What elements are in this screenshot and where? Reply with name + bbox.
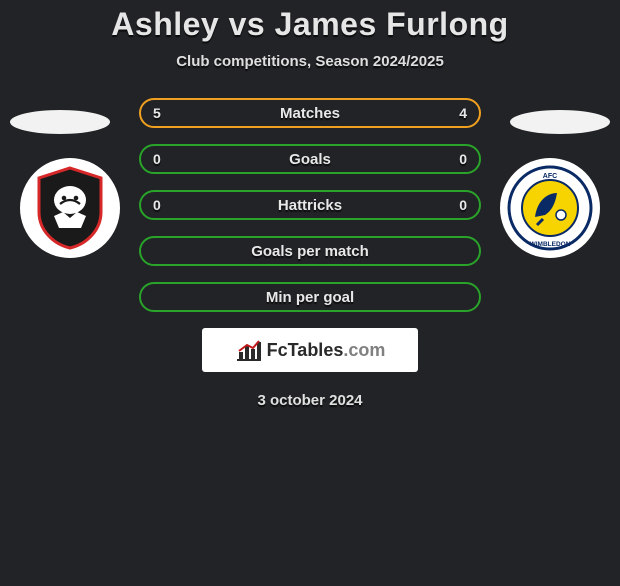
stat-label: Matches — [280, 105, 340, 122]
stat-left-value: 0 — [153, 151, 161, 167]
stat-bar-min-per-goal: Min per goal — [139, 282, 481, 312]
svg-text:AFC: AFC — [543, 173, 557, 180]
stat-left-value: 0 — [153, 197, 161, 213]
subtitle: Club competitions, Season 2024/2025 — [0, 53, 620, 70]
brand-name: FcTables — [267, 340, 344, 360]
comparison-stage: AFC WIMBLEDON 5 Matches 4 0 Goals 0 0 Ha… — [0, 98, 620, 409]
stat-bar-goals: 0 Goals 0 — [139, 144, 481, 174]
player-spot-right — [510, 110, 610, 134]
page-date: 3 october 2024 — [0, 392, 620, 409]
stat-left-value: 5 — [153, 105, 161, 121]
stat-label: Goals — [289, 151, 331, 168]
player-spot-left — [10, 110, 110, 134]
stat-bar-goals-per-match: Goals per match — [139, 236, 481, 266]
stat-label: Hattricks — [278, 197, 342, 214]
stat-right-value: 0 — [459, 197, 467, 213]
club-badge-left — [20, 158, 120, 258]
bar-chart-icon — [235, 338, 263, 362]
brand-text: FcTables.com — [267, 340, 386, 361]
afc-wimbledon-crest-icon: AFC WIMBLEDON — [507, 165, 593, 251]
stat-bar-hattricks: 0 Hattricks 0 — [139, 190, 481, 220]
stat-bars: 5 Matches 4 0 Goals 0 0 Hattricks 0 Goal… — [139, 98, 481, 312]
stat-label: Goals per match — [251, 243, 369, 260]
salford-city-crest-icon — [35, 166, 105, 250]
stat-right-value: 0 — [459, 151, 467, 167]
stat-bar-matches: 5 Matches 4 — [139, 98, 481, 128]
stat-right-value: 4 — [459, 105, 467, 121]
brand-suffix: .com — [343, 340, 385, 360]
svg-text:WIMBLEDON: WIMBLEDON — [530, 241, 571, 248]
stat-label: Min per goal — [266, 289, 354, 306]
brand-box: FcTables.com — [202, 328, 418, 372]
club-badge-right: AFC WIMBLEDON — [500, 158, 600, 258]
page-title: Ashley vs James Furlong — [0, 6, 620, 43]
